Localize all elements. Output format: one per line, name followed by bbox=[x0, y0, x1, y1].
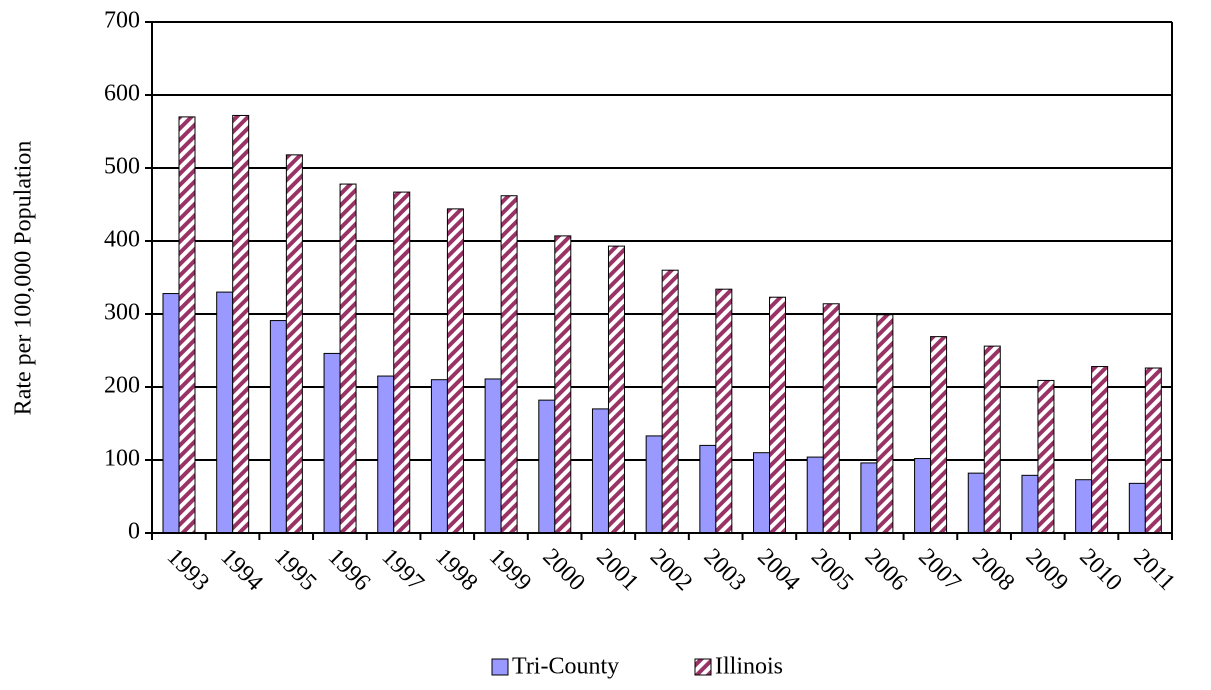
bar bbox=[1075, 479, 1093, 534]
x-tick-label: 2007 bbox=[913, 544, 965, 596]
y-tick-label: 100 bbox=[104, 446, 140, 472]
legend-swatch bbox=[491, 658, 509, 676]
bar bbox=[269, 320, 287, 534]
bar bbox=[860, 462, 878, 534]
x-tick-label: 2005 bbox=[806, 544, 858, 596]
bar bbox=[983, 345, 1001, 534]
x-tick-label: 1996 bbox=[323, 544, 375, 596]
bar bbox=[822, 303, 840, 534]
x-tick-label: 1995 bbox=[269, 544, 321, 596]
bar bbox=[232, 114, 250, 534]
bar bbox=[430, 379, 448, 534]
bar bbox=[1144, 367, 1162, 534]
y-tick-label: 0 bbox=[128, 519, 140, 545]
legend-label: Illinois bbox=[715, 654, 783, 680]
bar bbox=[323, 352, 341, 534]
bar bbox=[769, 296, 787, 534]
bar bbox=[591, 408, 609, 534]
legend-label: Tri-County bbox=[512, 654, 619, 680]
x-tick-label: 2008 bbox=[967, 544, 1019, 596]
x-tick-label: 2004 bbox=[752, 544, 804, 596]
bar bbox=[446, 208, 464, 534]
y-tick-label: 300 bbox=[104, 300, 140, 326]
bar bbox=[285, 154, 303, 534]
x-tick-label: 1993 bbox=[162, 544, 214, 596]
bar bbox=[645, 435, 663, 534]
x-tick-label: 2009 bbox=[1021, 544, 1073, 596]
y-tick-label: 700 bbox=[104, 8, 140, 34]
x-tick-label: 2001 bbox=[591, 544, 643, 596]
bar bbox=[753, 452, 771, 534]
y-axis-label: Rate per 100,000 Population bbox=[11, 141, 37, 416]
x-tick-label: 2006 bbox=[860, 544, 912, 596]
bar bbox=[699, 444, 717, 534]
bar bbox=[1091, 366, 1109, 534]
bar bbox=[554, 235, 572, 534]
x-tick-label: 2011 bbox=[1128, 544, 1180, 596]
bar bbox=[914, 458, 932, 534]
bar bbox=[967, 472, 985, 534]
y-tick-label: 600 bbox=[104, 81, 140, 107]
y-tick-label: 200 bbox=[104, 373, 140, 399]
bar bbox=[484, 378, 502, 534]
bar bbox=[876, 314, 894, 534]
bar bbox=[607, 245, 625, 534]
bar bbox=[1128, 482, 1146, 534]
x-tick-label: 1998 bbox=[430, 544, 482, 596]
bar bbox=[377, 375, 395, 534]
y-tick-label: 500 bbox=[104, 154, 140, 180]
bar bbox=[216, 291, 234, 534]
bar bbox=[178, 116, 196, 534]
bar bbox=[1037, 379, 1055, 534]
bar bbox=[500, 195, 518, 534]
bar bbox=[162, 293, 180, 534]
x-tick-label: 2000 bbox=[538, 544, 590, 596]
x-tick-label: 2010 bbox=[1074, 544, 1126, 596]
y-tick-label: 400 bbox=[104, 227, 140, 253]
bar bbox=[393, 191, 411, 534]
legend-swatch bbox=[694, 658, 712, 676]
x-tick-label: 2002 bbox=[645, 544, 697, 596]
bar bbox=[1021, 474, 1039, 534]
bar bbox=[806, 456, 824, 534]
bar bbox=[538, 399, 556, 534]
x-tick-label: 2003 bbox=[699, 544, 751, 596]
x-tick-label: 1994 bbox=[215, 544, 267, 596]
x-tick-label: 1999 bbox=[484, 544, 536, 596]
bar bbox=[661, 269, 679, 534]
bar bbox=[930, 336, 948, 534]
x-tick-label: 1997 bbox=[376, 544, 428, 596]
bar bbox=[715, 288, 733, 534]
bar bbox=[339, 183, 357, 534]
